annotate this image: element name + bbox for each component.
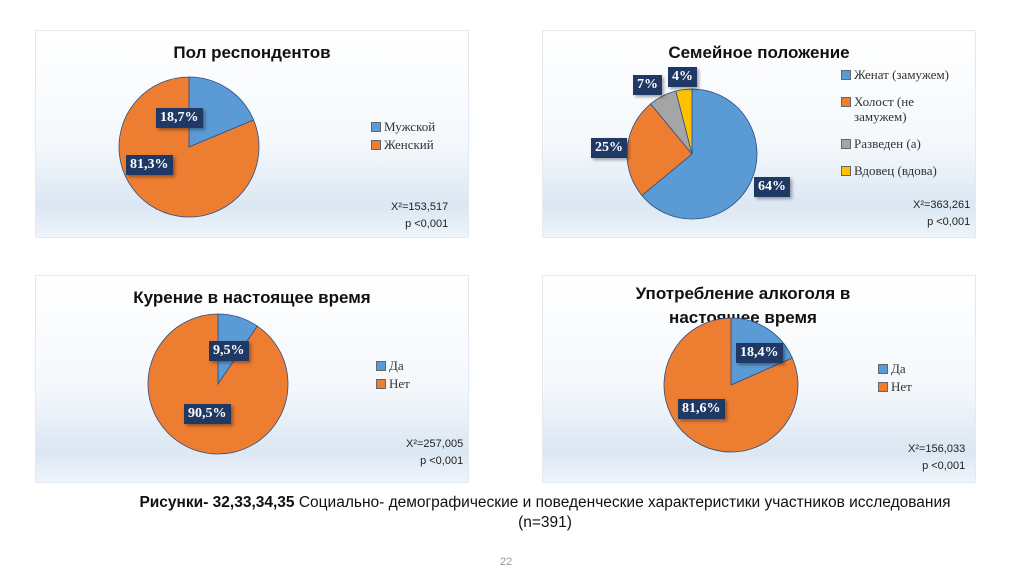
chart-title: Пол респондентов	[173, 43, 331, 62]
data-label: 4%	[668, 67, 697, 87]
chart-legend: Женат (замужем) Холост (не замужем) Развед…	[841, 67, 969, 190]
chart-title: Употребление алкоголя в настоящее время	[635, 284, 851, 327]
data-label: 90,5%	[184, 404, 231, 424]
p-value: p <0,001	[420, 455, 464, 467]
pie-slice	[675, 88, 693, 155]
chart-title: Курение в настоящее время	[133, 288, 371, 307]
legend-label: Женат (замужем)	[854, 67, 950, 82]
legend-item: Женат (замужем)	[841, 67, 969, 82]
pie-chart	[626, 88, 758, 220]
pie-slice	[641, 88, 758, 220]
chi-square-value: X²=363,261	[913, 199, 971, 211]
chart-legend: Мужской Женский	[371, 119, 435, 155]
legend-swatch	[376, 361, 386, 371]
legend-item: Вдовец (вдова)	[841, 163, 969, 178]
legend-label: Холост (не замужем)	[854, 94, 914, 124]
page-number: 22	[500, 556, 513, 568]
chi-square-value: X²=153,517	[391, 201, 449, 213]
legend-label: Женский	[384, 137, 434, 152]
legend-swatch	[371, 122, 381, 132]
legend-item: Да	[878, 361, 912, 376]
data-label: 81,6%	[678, 399, 725, 419]
legend-item: Женский	[371, 137, 435, 152]
legend-label: Да	[891, 361, 906, 376]
legend-item: Нет	[376, 376, 410, 391]
data-label: 64%	[754, 177, 790, 197]
chart-legend: Да Нет	[878, 361, 912, 397]
legend-label: Мужской	[384, 119, 436, 134]
legend-swatch	[841, 70, 851, 80]
chart-panel: Пол респондентов 18,7% 81,3% Мужской Женский…	[35, 30, 469, 238]
chart-title: Семейное положение	[668, 43, 850, 62]
legend-item: Холост (не замужем)	[841, 94, 969, 124]
legend-label: Да	[389, 358, 404, 373]
p-value: p <0,001	[927, 216, 971, 228]
legend-swatch	[841, 139, 851, 149]
caption-bold: Рисунки- 32,33,34,35	[139, 494, 295, 511]
data-label: 25%	[591, 138, 627, 158]
legend-label: Вдовец (вдова)	[854, 163, 937, 178]
legend-swatch	[841, 166, 851, 176]
p-value: p <0,001	[922, 460, 966, 472]
pie-slice	[188, 76, 255, 148]
pie-slice	[147, 313, 289, 455]
legend-swatch	[376, 379, 386, 389]
p-value: p <0,001	[405, 218, 449, 230]
chi-square-value: X²=257,005	[406, 438, 464, 450]
data-label: 81,3%	[126, 155, 173, 175]
data-label: 18,4%	[736, 343, 783, 363]
figure-caption: Рисунки- 32,33,34,35 Социально- демограф…	[120, 493, 970, 533]
chart-legend: Да Нет	[376, 358, 410, 394]
pie-slice	[118, 76, 260, 218]
caption-text: Социально- демографические и поведенческ…	[294, 494, 951, 531]
chi-square-stats: X²=257,005 p <0,001	[406, 436, 463, 470]
legend-item: Мужской	[371, 119, 435, 134]
chi-square-value: X²=156,033	[908, 443, 966, 455]
legend-swatch	[878, 382, 888, 392]
legend-item: Разведен (а)	[841, 136, 969, 151]
legend-swatch	[878, 364, 888, 374]
legend-label: Нет	[389, 376, 410, 391]
legend-item: Нет	[878, 379, 912, 394]
pie-slice	[626, 103, 693, 196]
data-label: 18,7%	[156, 108, 203, 128]
legend-swatch	[371, 140, 381, 150]
pie-chart	[118, 76, 260, 218]
chart-panel: Употребление алкоголя в настоящее время 1…	[542, 275, 976, 483]
legend-item: Да	[376, 358, 410, 373]
chart-panel: Семейное положение 64% 25% 7% 4% Женат (замуж…	[542, 30, 976, 238]
legend-label: Нет	[891, 379, 912, 394]
data-label: 9,5%	[209, 341, 249, 361]
chi-square-stats: X²=363,261 p <0,001	[913, 197, 970, 231]
chart-panel: Курение в настоящее время 9,5% 90,5% Да Нет X…	[35, 275, 469, 483]
chi-square-stats: X²=156,033 p <0,001	[908, 441, 965, 475]
chi-square-stats: X²=153,517 p <0,001	[391, 199, 448, 233]
legend-swatch	[841, 97, 851, 107]
legend-label: Разведен (а)	[854, 136, 921, 151]
data-label: 7%	[633, 75, 662, 95]
